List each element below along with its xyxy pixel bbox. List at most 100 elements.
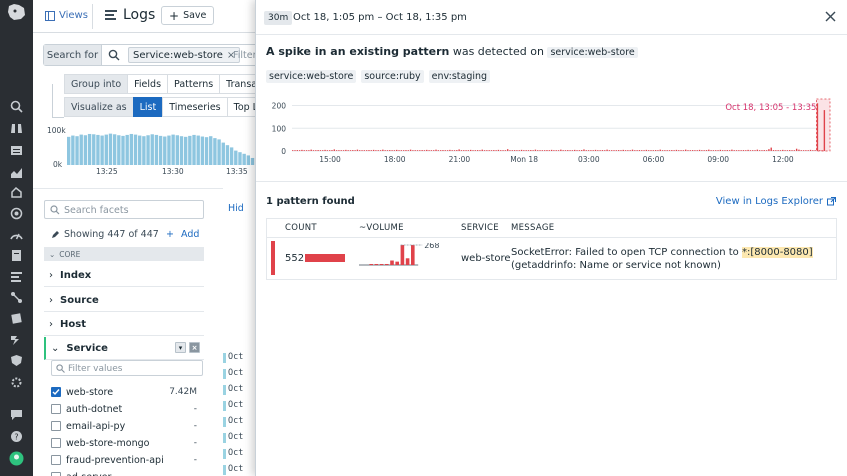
filter-values-placeholder: Filter values bbox=[68, 364, 123, 374]
integrations-icon[interactable] bbox=[10, 207, 23, 220]
dashboard-icon[interactable] bbox=[10, 144, 23, 157]
visualize-option-timeseries[interactable]: Timeseries bbox=[162, 97, 228, 117]
facet-value-count: 7.42M bbox=[169, 387, 197, 397]
user-avatar-icon[interactable] bbox=[9, 451, 24, 466]
facet-group-source[interactable]: › Source bbox=[44, 289, 204, 312]
monitors-icon[interactable] bbox=[10, 186, 23, 199]
datadog-logo-icon[interactable] bbox=[6, 3, 27, 21]
facet-value-row[interactable]: fraud-prevention-api - bbox=[51, 453, 201, 467]
col-message[interactable]: MESSAGE bbox=[511, 223, 555, 233]
spike-bar bbox=[530, 150, 532, 151]
spike-bar bbox=[525, 150, 527, 151]
binoculars-icon[interactable] bbox=[10, 122, 23, 135]
checkbox[interactable] bbox=[51, 472, 61, 476]
svg-text:?: ? bbox=[14, 433, 18, 442]
log-row[interactable]: Oct bbox=[223, 384, 256, 396]
pencil-icon[interactable] bbox=[51, 230, 60, 239]
spike-chart[interactable]: 0 100 200 Oct 18, 13:05 - 13:35 15:00 18:00 21… bbox=[256, 95, 847, 170]
spike-bar bbox=[483, 150, 486, 151]
group-option-fields[interactable]: Fields bbox=[127, 74, 169, 94]
histogram-bar bbox=[217, 139, 221, 165]
checkbox-checked[interactable] bbox=[51, 387, 61, 397]
group-option-patterns[interactable]: Patterns bbox=[167, 74, 221, 94]
checkbox[interactable] bbox=[51, 438, 61, 448]
facet-value-row[interactable]: email-api-py - bbox=[51, 419, 201, 433]
sparkline-bar bbox=[385, 264, 389, 265]
add-facet-button[interactable]: + Add bbox=[166, 229, 199, 240]
hide-controls-link[interactable]: Hid bbox=[228, 203, 244, 214]
logs-icon[interactable] bbox=[10, 270, 23, 283]
patterns-table: COUNT ~VOLUME SERVICE MESSAGE 552 268 we… bbox=[266, 218, 837, 280]
synthetics-icon[interactable] bbox=[10, 333, 23, 346]
histogram-bar bbox=[246, 155, 251, 165]
facet-group-service[interactable]: ⌄ Service ▾ × bbox=[44, 337, 204, 360]
spike-bar bbox=[597, 150, 599, 151]
spike-bar bbox=[689, 150, 691, 151]
facet-group-index[interactable]: › Index bbox=[44, 264, 204, 287]
spike-bar bbox=[333, 149, 335, 151]
log-row[interactable]: Oct bbox=[223, 464, 256, 476]
spike-bar bbox=[604, 150, 606, 151]
remove-chip-icon[interactable]: × bbox=[226, 49, 236, 61]
log-volume-histogram[interactable]: 100k 0k 13:25 13:30 13:35 bbox=[33, 120, 255, 180]
chat-icon[interactable] bbox=[10, 408, 23, 421]
notebook-icon[interactable] bbox=[10, 249, 23, 262]
view-in-logs-explorer-link[interactable]: View in Logs Explorer bbox=[716, 196, 836, 207]
tag-source[interactable]: source:ruby bbox=[361, 70, 424, 83]
facet-value-name: fraud-prevention-api bbox=[66, 454, 164, 466]
col-count[interactable]: COUNT bbox=[285, 223, 317, 233]
row-message[interactable]: SocketError: Failed to open TCP connecti… bbox=[511, 246, 831, 272]
metrics-icon[interactable] bbox=[10, 166, 23, 179]
spike-bar bbox=[368, 150, 370, 151]
spike-bar bbox=[703, 150, 705, 151]
time-range-chip[interactable]: 30m bbox=[264, 11, 293, 25]
log-row[interactable]: Oct bbox=[223, 416, 256, 428]
filter-values-input[interactable]: Filter values bbox=[51, 360, 203, 376]
close-icon[interactable]: × bbox=[189, 342, 200, 353]
spike-highlight-region[interactable] bbox=[816, 98, 831, 152]
spike-bar bbox=[738, 150, 740, 151]
col-volume[interactable]: ~VOLUME bbox=[359, 223, 404, 233]
query-chip[interactable]: Service:web-store × bbox=[128, 47, 241, 63]
spike-bar bbox=[303, 150, 305, 151]
facet-value-row[interactable]: ad-server - bbox=[51, 470, 201, 476]
core-section-header[interactable]: ⌄ CORE bbox=[44, 247, 204, 261]
facet-search-input[interactable]: Search facets bbox=[44, 200, 204, 219]
search-bar[interactable]: Search for Service:web-store × Filter bbox=[43, 44, 273, 66]
views-button[interactable]: Views bbox=[45, 10, 88, 21]
apm-icon[interactable] bbox=[10, 228, 23, 241]
histogram-bars bbox=[67, 133, 255, 165]
histogram-bar bbox=[209, 136, 213, 165]
visualize-option-list[interactable]: List bbox=[132, 97, 164, 117]
close-icon[interactable] bbox=[824, 10, 837, 23]
search-icon[interactable] bbox=[10, 100, 23, 113]
facet-group-host[interactable]: › Host bbox=[44, 313, 204, 336]
message-text: SocketError: Failed to open TCP connecti… bbox=[511, 247, 742, 258]
settings-icon[interactable] bbox=[10, 376, 23, 389]
log-row[interactable]: Oct bbox=[223, 368, 256, 380]
filter-icon[interactable]: ▾ bbox=[175, 342, 186, 353]
spike-bar bbox=[345, 149, 347, 151]
tag-service[interactable]: service:web-store bbox=[266, 70, 357, 83]
checkbox[interactable] bbox=[51, 421, 61, 431]
log-row[interactable]: Oct bbox=[223, 400, 256, 412]
facet-value-row[interactable]: auth-dotnet - bbox=[51, 402, 201, 416]
shield-icon[interactable] bbox=[10, 354, 23, 367]
tag-env[interactable]: env:staging bbox=[428, 70, 491, 83]
core-label: CORE bbox=[59, 249, 81, 259]
col-service[interactable]: SERVICE bbox=[461, 223, 499, 233]
facet-value-row[interactable]: web-store 7.42M bbox=[51, 385, 201, 399]
log-row[interactable]: Oct bbox=[223, 432, 256, 444]
checkbox[interactable] bbox=[51, 455, 61, 465]
facet-value-row[interactable]: web-store-mongo - bbox=[51, 436, 201, 450]
log-row[interactable]: Oct bbox=[223, 448, 256, 460]
search-input[interactable]: Filter bbox=[233, 50, 257, 61]
security-icon[interactable] bbox=[10, 312, 23, 325]
network-icon[interactable] bbox=[10, 291, 23, 304]
spike-bar bbox=[439, 150, 442, 151]
log-row[interactable]: Oct bbox=[223, 352, 256, 364]
save-button[interactable]: + Save bbox=[161, 6, 215, 25]
checkbox[interactable] bbox=[51, 404, 61, 414]
facet-count: Showing 447 of 447 bbox=[51, 229, 159, 240]
help-icon[interactable]: ? bbox=[10, 430, 23, 443]
